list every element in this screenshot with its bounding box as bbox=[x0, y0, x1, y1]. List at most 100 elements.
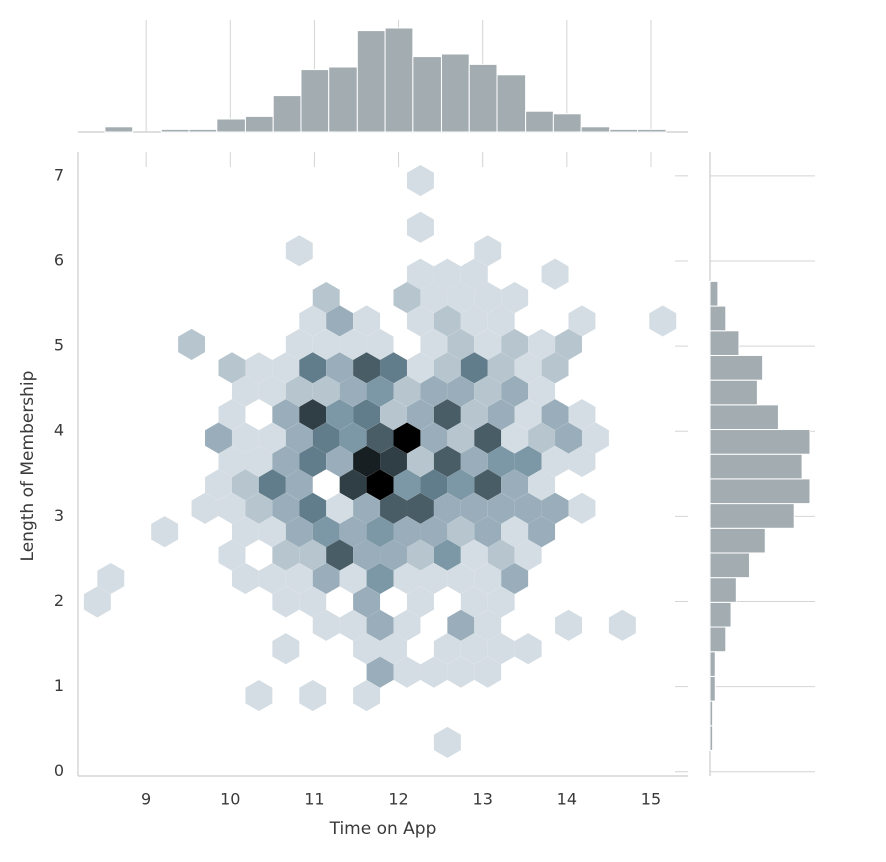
y-tick-label: 4 bbox=[54, 421, 64, 440]
histogram-bar bbox=[580, 126, 611, 133]
hexbin-cell bbox=[581, 422, 609, 454]
hexbin-cell bbox=[433, 305, 461, 337]
hexbin-cell bbox=[231, 562, 259, 595]
hexbin-cell bbox=[514, 539, 542, 571]
hexbin-cell bbox=[555, 609, 582, 641]
hexbin-cell bbox=[272, 586, 300, 618]
hexbin-cell bbox=[380, 399, 407, 431]
hexbin-cell bbox=[608, 609, 636, 641]
hexbin-cell bbox=[568, 492, 596, 524]
hexbin-cell bbox=[420, 469, 448, 501]
hexbin-cell bbox=[514, 633, 542, 665]
hexbin-cell bbox=[393, 375, 421, 407]
hexbin-cell bbox=[312, 282, 340, 314]
hexbin-cell bbox=[339, 375, 367, 407]
histogram-bar bbox=[709, 330, 740, 356]
hexbin-cell bbox=[487, 586, 515, 618]
histogram-bar bbox=[709, 280, 719, 307]
hexbin-cell bbox=[218, 445, 246, 477]
histogram-bar bbox=[496, 74, 527, 133]
hexbin-cell bbox=[339, 609, 367, 641]
hexbin-cell bbox=[433, 539, 461, 571]
hexbin-cell bbox=[353, 352, 381, 384]
hexbin-cell bbox=[447, 375, 475, 407]
hexbin-cell bbox=[447, 656, 475, 688]
hexbin-cell bbox=[245, 445, 273, 477]
histogram-bar bbox=[188, 128, 218, 133]
hexbin-cell bbox=[326, 445, 354, 477]
hexbin-cell bbox=[326, 305, 354, 337]
hexbin-cell bbox=[541, 258, 569, 290]
histogram-bar bbox=[356, 30, 386, 133]
hexbin-cell bbox=[178, 328, 206, 360]
hexbin-cell bbox=[406, 492, 434, 524]
histogram-bar bbox=[709, 478, 811, 505]
histogram-bar bbox=[244, 115, 274, 133]
hexbin-cell bbox=[420, 422, 448, 454]
histogram-bar bbox=[709, 552, 750, 579]
hexbin-cell bbox=[272, 445, 300, 477]
hexbin-cell bbox=[366, 562, 394, 595]
hexbin-cell bbox=[339, 422, 367, 454]
hexbin-cell bbox=[245, 352, 273, 384]
hexbin-cell bbox=[460, 633, 488, 665]
hexbin-cell bbox=[474, 282, 502, 314]
hexbin-cell bbox=[353, 586, 381, 618]
hexbin-cell bbox=[218, 352, 246, 384]
hexbin-cell bbox=[231, 516, 259, 548]
hexbin-cell bbox=[474, 469, 502, 501]
hexbin-cell bbox=[474, 328, 502, 360]
hexbin-cell bbox=[433, 399, 461, 431]
histogram-bar bbox=[216, 118, 246, 133]
hexbin-cell bbox=[366, 516, 394, 548]
hexbin-cell bbox=[568, 399, 596, 431]
hexbin-cell bbox=[420, 328, 448, 360]
hexbin-cell bbox=[258, 422, 286, 454]
hexbin-cell bbox=[205, 422, 232, 454]
hexbin-cell bbox=[447, 422, 475, 454]
hexbin-cell bbox=[514, 445, 542, 477]
hexbin-cell bbox=[420, 562, 448, 595]
histogram-bar bbox=[709, 527, 766, 554]
hexbin-cell bbox=[460, 445, 488, 477]
histogram-bar bbox=[709, 626, 727, 653]
hexbin-cell bbox=[393, 469, 421, 501]
hexbin-cell bbox=[258, 562, 286, 595]
hexbin-cell bbox=[433, 492, 461, 524]
hexbin-cell bbox=[366, 328, 394, 360]
hexbin-cell bbox=[339, 469, 367, 501]
hexbin-cell bbox=[353, 399, 381, 431]
hexbin-cell bbox=[393, 562, 421, 595]
hexbin-cell bbox=[487, 305, 515, 337]
hexbin-cell bbox=[353, 680, 381, 712]
hexbin-cell bbox=[528, 422, 556, 454]
hexbin-cell bbox=[447, 469, 475, 501]
hexbin-cell bbox=[406, 539, 434, 571]
hexbin-cell bbox=[514, 399, 542, 431]
hexbin-cell bbox=[487, 352, 515, 384]
hexbin-cell bbox=[501, 328, 529, 360]
hexbin-cell bbox=[501, 562, 529, 595]
hexbin-cell bbox=[366, 656, 394, 688]
hexbin-cell bbox=[245, 680, 273, 712]
hexbin-cell bbox=[501, 375, 529, 407]
hexbin-cell bbox=[218, 399, 246, 431]
hexbin-cell bbox=[258, 516, 286, 548]
hexbin-cell bbox=[366, 609, 394, 641]
histogram-bar bbox=[104, 126, 134, 133]
hexbin-cell bbox=[231, 469, 259, 501]
hexbin-cell bbox=[568, 445, 596, 477]
hexbin-cell bbox=[514, 352, 542, 384]
hexbin-cell bbox=[406, 586, 434, 618]
hexbin-cell bbox=[420, 282, 448, 314]
hexbin-cell bbox=[285, 562, 313, 595]
hexbin-cell bbox=[460, 399, 488, 431]
hexbin-cell bbox=[285, 422, 313, 454]
hexbin-cell bbox=[406, 164, 434, 197]
histogram-bar bbox=[709, 700, 714, 727]
histogram-bar bbox=[412, 56, 442, 133]
hexbin-cell bbox=[299, 586, 327, 618]
hexbin-cell bbox=[380, 352, 407, 384]
hexbin-cell bbox=[191, 492, 219, 524]
